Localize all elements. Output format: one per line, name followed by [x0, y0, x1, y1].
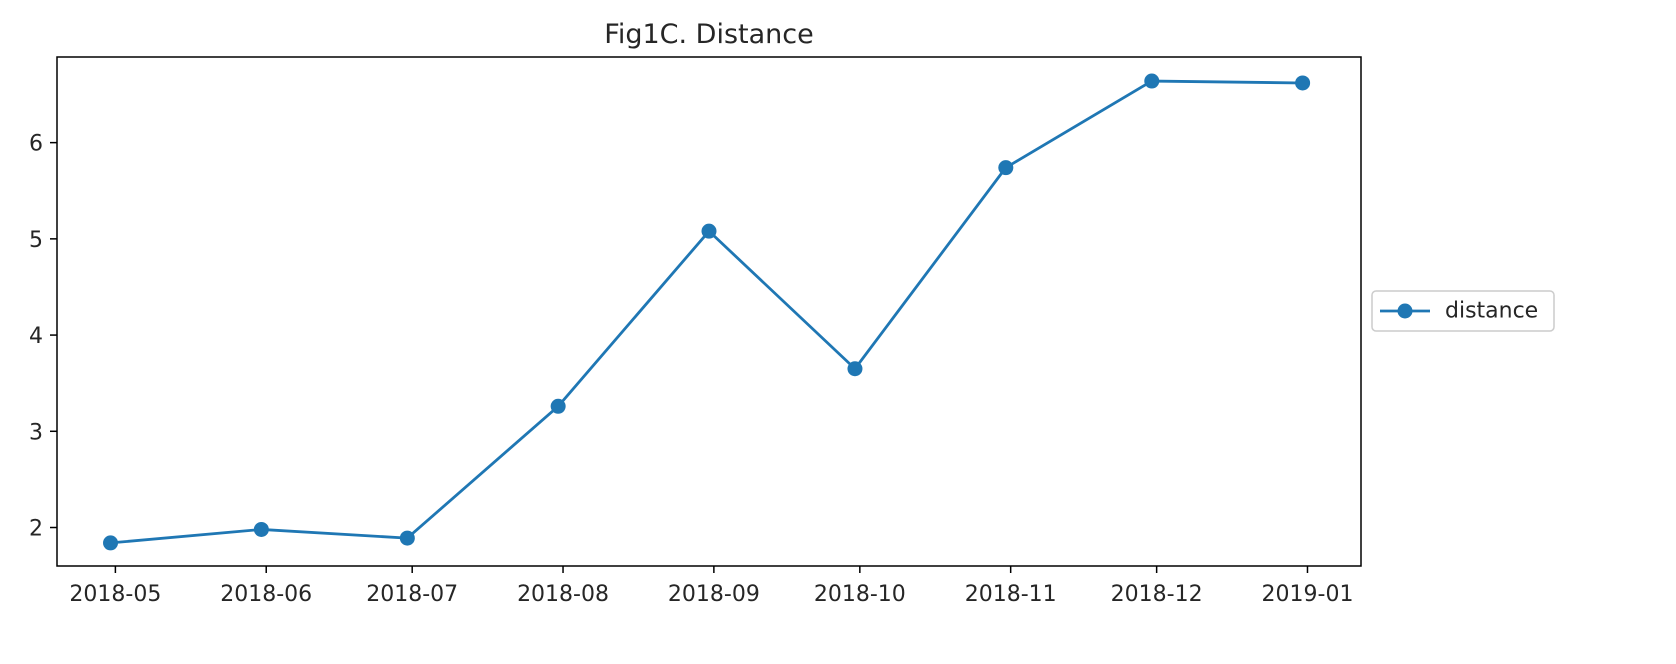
series-line-distance: [110, 79, 1303, 545]
x-axis: 2018-05 2018-06 2018-07 2018-08 2018-09 2018-…: [69, 566, 1353, 607]
x-tick-label: 2018-05: [69, 582, 161, 607]
x-tick-label: 2018-09: [668, 582, 760, 607]
chart-title: Fig1C. Distance: [604, 19, 813, 50]
plot-area-frame: [56, 56, 1362, 567]
x-tick-label: 2018-10: [814, 582, 906, 607]
y-tick-label: 2: [29, 517, 43, 542]
data-point-distance: [701, 223, 717, 239]
x-tick-label: 2018-11: [965, 582, 1057, 607]
data-point-distance: [847, 361, 863, 377]
x-tick-label: 2018-06: [220, 582, 312, 607]
y-tick-label: 3: [29, 420, 43, 445]
data-point-distance: [1295, 75, 1311, 91]
legend-marker-distance: [1397, 303, 1413, 319]
y-tick-label: 6: [29, 132, 43, 157]
y-axis: 2 3 4 5 6: [29, 132, 57, 542]
data-point-distance: [998, 160, 1014, 176]
legend-box: [1371, 290, 1555, 332]
x-tick-label: 2019-01: [1262, 582, 1354, 607]
legend: distance: [1371, 290, 1555, 332]
x-tick-label: 2018-12: [1111, 582, 1203, 607]
data-point-distance: [1144, 73, 1160, 89]
y-tick-label: 5: [29, 228, 43, 253]
x-tick-label: 2018-08: [517, 582, 609, 607]
data-point-distance: [103, 535, 119, 551]
series-layer: [103, 73, 1311, 551]
x-tick-label: 2018-07: [366, 582, 458, 607]
data-point-distance: [399, 530, 415, 546]
y-tick-label: 4: [29, 324, 43, 349]
legend-label-distance: distance: [1445, 299, 1538, 324]
data-point-distance: [550, 398, 566, 414]
data-point-distance: [253, 521, 269, 537]
